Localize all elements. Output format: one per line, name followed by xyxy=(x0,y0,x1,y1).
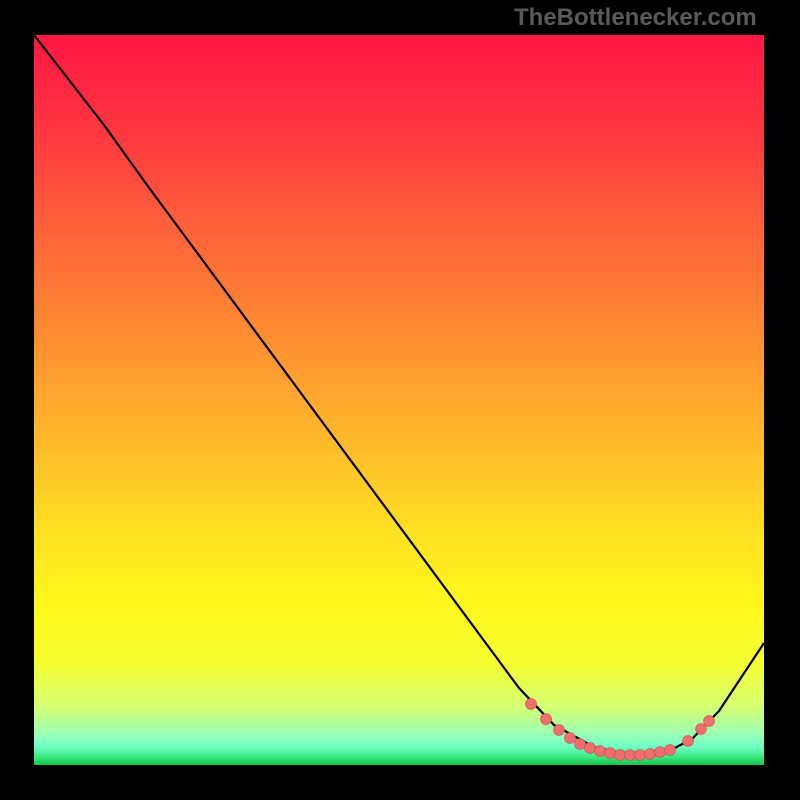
gradient-plot-area xyxy=(34,35,764,765)
watermark-label: TheBottlenecker.com xyxy=(514,4,757,32)
chart-container: TheBottlenecker.com xyxy=(0,0,800,800)
